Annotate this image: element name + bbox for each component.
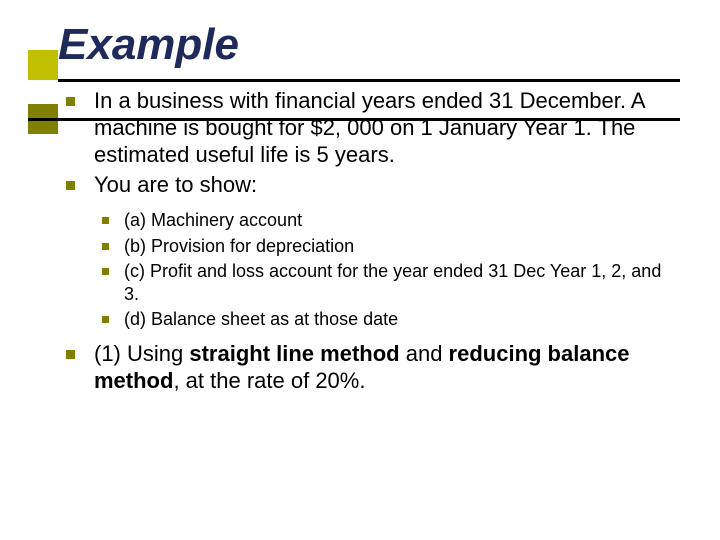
- bullet-text: In a business with financial years ended…: [94, 88, 644, 167]
- bullet-text: (d) Balance sheet as at those date: [124, 309, 398, 329]
- bullet-l2: (c) Profit and loss account for the year…: [94, 260, 670, 305]
- bullet-text: (b) Provision for depreciation: [124, 236, 354, 256]
- bullet-l2: (b) Provision for depreciation: [94, 235, 670, 258]
- bullet-text: (c) Profit and loss account for the year…: [124, 261, 661, 304]
- bullet-text-part: (1) Using: [94, 341, 189, 366]
- title-accent-box-top: [28, 50, 58, 80]
- slide-body: In a business with financial years ended…: [60, 88, 670, 398]
- bullet-l1: In a business with financial years ended…: [60, 88, 670, 168]
- title-rule-bottom: [28, 118, 680, 121]
- bullet-text: (a) Machinery account: [124, 210, 302, 230]
- bullet-l1: You are to show: (a) Machinery account (…: [60, 172, 670, 330]
- slide-title: Example: [58, 20, 720, 70]
- bullet-l2: (d) Balance sheet as at those date: [94, 308, 670, 331]
- bullet-text: You are to show:: [94, 172, 257, 197]
- bullet-text-part: , at the rate of 20%.: [173, 368, 365, 393]
- bullet-text-part: and: [400, 341, 449, 366]
- bullet-l2: (a) Machinery account: [94, 209, 670, 232]
- bullet-l1: (1) Using straight line method and reduc…: [60, 341, 670, 395]
- bullet-text-bold: straight line method: [189, 341, 399, 366]
- title-rule-top: [58, 79, 680, 82]
